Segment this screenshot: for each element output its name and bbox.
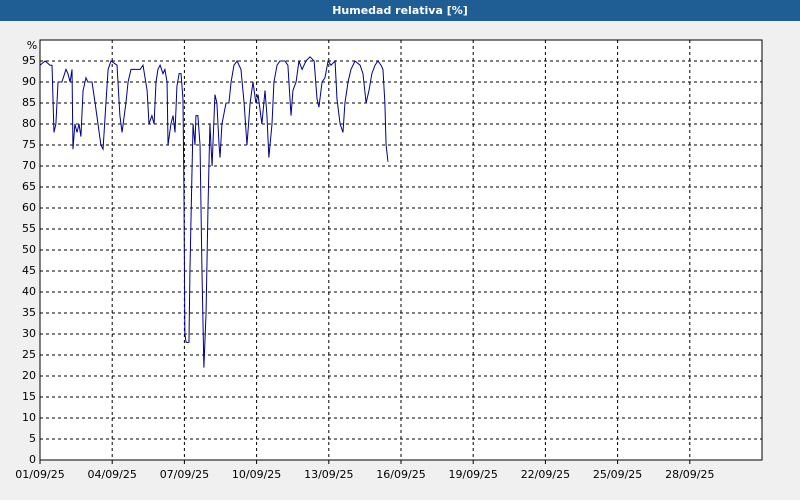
- y-tick-label: 80: [22, 117, 36, 130]
- y-tick-label: 90: [22, 75, 36, 88]
- y-tick-label: 25: [22, 348, 36, 361]
- y-tick-label: 40: [22, 285, 36, 298]
- y-tick-label: 35: [22, 306, 36, 319]
- x-tick-label: 10/09/25: [232, 468, 281, 481]
- plot-border: [39, 39, 763, 461]
- y-tick-label: 55: [22, 222, 36, 235]
- x-tick-label: 16/09/25: [376, 468, 425, 481]
- y-tick-label: 10: [22, 411, 36, 424]
- y-tick-label: 65: [22, 180, 36, 193]
- x-tick-label: 01/09/25: [15, 468, 64, 481]
- y-tick-label: 15: [22, 390, 36, 403]
- y-tick-label: 75: [22, 138, 36, 151]
- y-tick-label: 70: [22, 159, 36, 172]
- x-tick-label: 22/09/25: [521, 468, 570, 481]
- y-tick-label: 5: [29, 432, 36, 445]
- y-tick-label: 50: [22, 243, 36, 256]
- series-line: [39, 56, 389, 368]
- x-tick-label: 25/09/25: [593, 468, 642, 481]
- y-tick-label: 60: [22, 201, 36, 214]
- x-tick-label: 19/09/25: [448, 468, 497, 481]
- y-tick-label: 95: [22, 54, 36, 67]
- x-tick-label: 28/09/25: [665, 468, 714, 481]
- title-bar: [0, 0, 800, 21]
- x-tick-label: 04/09/25: [87, 468, 136, 481]
- y-tick-label: 20: [22, 369, 36, 382]
- y-tick-label: 45: [22, 264, 36, 277]
- chart-title: Humedad relativa [%]: [332, 4, 468, 17]
- y-tick-label: 0: [29, 453, 36, 466]
- x-tick-label: 07/09/25: [160, 468, 209, 481]
- x-tick-label: 13/09/25: [304, 468, 353, 481]
- y-tick-label: 30: [22, 327, 36, 340]
- y-axis-label: %: [27, 39, 37, 52]
- y-tick-label: 85: [22, 96, 36, 109]
